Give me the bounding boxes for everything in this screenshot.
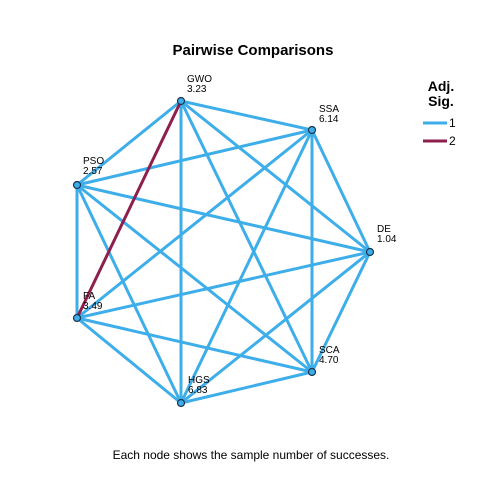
edge-sca-fa — [76, 316, 313, 374]
node-name-sca: SCA — [319, 345, 340, 356]
edge-gwo-pso — [76, 99, 182, 187]
legend-label-1: 1 — [449, 116, 456, 130]
node-name-fa: FA — [83, 291, 96, 302]
edge-gwo-ssa — [180, 99, 313, 132]
node-ssa — [307, 125, 317, 135]
nodes-layer — [72, 96, 375, 408]
node-value-de: 1.04 — [377, 234, 397, 245]
legend: Adj. Sig. 1 2 — [423, 78, 456, 148]
node-de — [365, 247, 375, 257]
node-pso — [72, 180, 82, 190]
legend-title-line2: Sig. — [428, 93, 454, 109]
edge-gwo-de — [180, 99, 371, 254]
node-name-pso: PSO — [83, 156, 104, 167]
edge-sca-pso — [76, 183, 313, 374]
edges-layer — [75, 99, 372, 405]
node-value-sca: 4.70 — [319, 355, 339, 366]
node-value-ssa: 6.14 — [319, 114, 339, 125]
node-value-fa: 3.49 — [83, 301, 103, 312]
node-value-hgs: 6.83 — [188, 385, 208, 396]
chart-title: Pairwise Comparisons — [173, 42, 334, 59]
edge-de-fa — [76, 250, 371, 320]
edge-de-hgs — [180, 250, 371, 405]
footer-note: Each node shows the sample number of suc… — [113, 448, 390, 462]
edge-gwo-fa — [75, 100, 183, 319]
node-fa — [72, 313, 82, 323]
edge-ssa-pso — [76, 128, 313, 187]
legend-title-line1: Adj. — [428, 78, 454, 94]
edge-ssa-hgs — [179, 129, 314, 404]
node-hgs — [176, 398, 186, 408]
legend-label-2: 2 — [449, 134, 456, 148]
node-name-de: DE — [377, 224, 391, 235]
edge-gwo-sca — [179, 100, 314, 373]
edge-ssa-de — [310, 129, 372, 253]
node-value-pso: 2.57 — [83, 166, 103, 177]
node-name-hgs: HGS — [188, 375, 210, 386]
edge-hgs-pso — [75, 184, 183, 404]
edge-hgs-fa — [76, 316, 182, 405]
edge-de-sca — [310, 251, 372, 373]
edge-ssa-fa — [76, 128, 313, 320]
edge-de-pso — [76, 183, 371, 254]
node-name-ssa: SSA — [319, 104, 339, 115]
node-sca — [307, 367, 317, 377]
edge-sca-hgs — [180, 370, 313, 405]
node-gwo — [176, 96, 186, 106]
node-value-gwo: 3.23 — [187, 84, 207, 95]
node-name-gwo: GWO — [187, 74, 212, 85]
